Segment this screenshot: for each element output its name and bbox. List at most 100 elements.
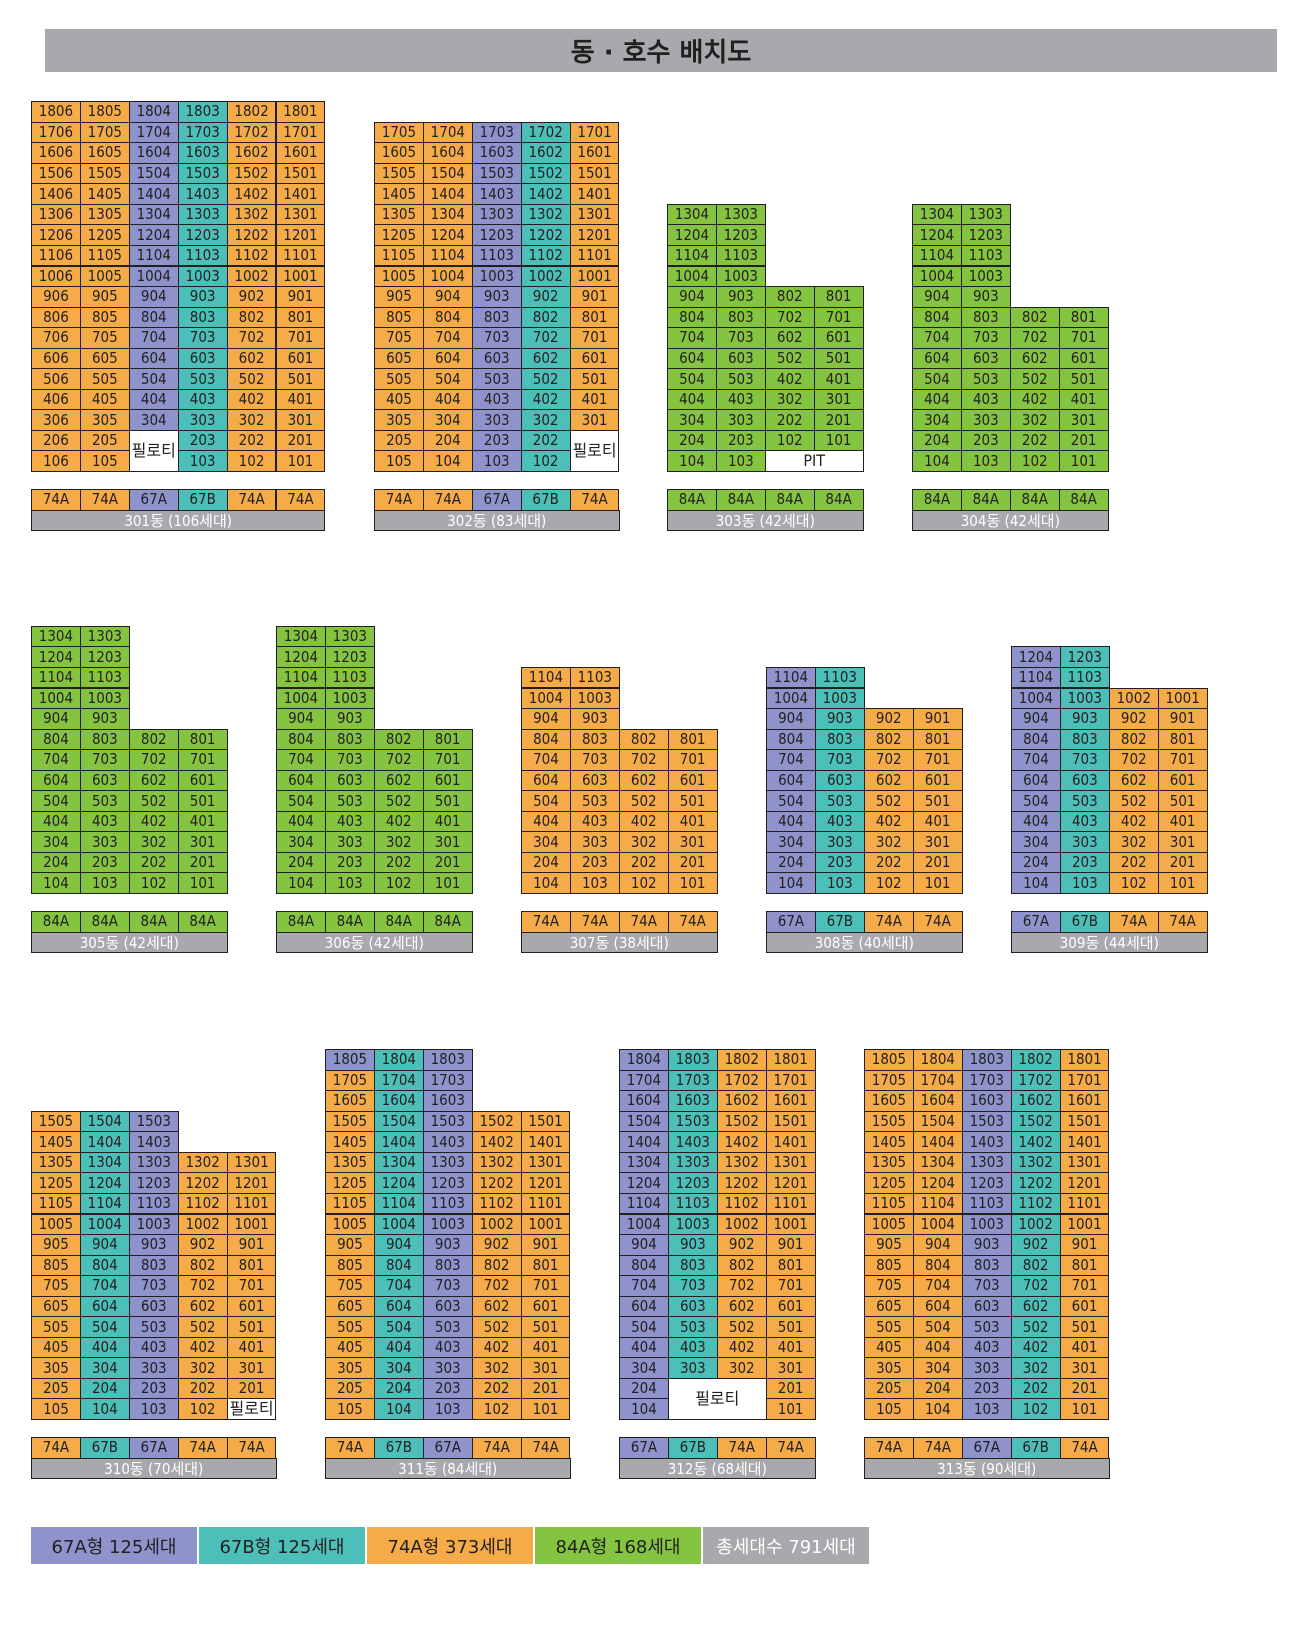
unit-cell: 1101 — [765, 1192, 816, 1215]
unit-type-cell: 67A — [422, 1437, 473, 1459]
unit-cell: 302 — [226, 409, 277, 431]
unit-cell: 402 — [1009, 388, 1060, 411]
unit-cell: 404 — [912, 1336, 963, 1359]
unit-type-cell: 67A — [128, 489, 179, 511]
unit-cell: 905 — [325, 1234, 375, 1256]
unit-cell: 704 — [667, 327, 717, 349]
unit-cell: 503 — [471, 368, 522, 390]
unit-cell: 204 — [521, 851, 571, 874]
unit-cell: 702 — [863, 749, 914, 771]
unit-cell: 604 — [912, 1295, 963, 1318]
unit-cell: 1104 — [373, 1192, 424, 1215]
unit-cell: 802 — [373, 728, 424, 751]
unit-cell: 101 — [275, 450, 326, 472]
unit-cell: 1303 — [667, 1151, 718, 1174]
unit-cell: 1504 — [422, 162, 473, 185]
unit-cell: 201 — [667, 851, 718, 874]
unit-cell: 1702 — [226, 121, 277, 144]
unit-cell: 905 — [79, 286, 130, 308]
unit-cell: 1402 — [226, 183, 277, 205]
unit-cell: 903 — [814, 708, 865, 730]
unit-cell: 603 — [79, 769, 130, 792]
unit-cell: 805 — [374, 306, 424, 329]
unit-cell: 103 — [814, 872, 865, 894]
unit-cell: 804 — [766, 728, 816, 751]
unit-cell: 302 — [618, 831, 669, 853]
unit-cell: 1501 — [765, 1110, 816, 1133]
unit-cell: 1202 — [471, 1172, 522, 1194]
unit-cell: 502 — [618, 790, 669, 812]
unit-cell: 403 — [961, 1336, 1012, 1359]
unit-cell: 801 — [765, 1254, 816, 1277]
unit-cell: 1204 — [912, 1172, 963, 1194]
unit-cell: 102 — [764, 429, 815, 452]
unit-cell: 803 — [715, 306, 766, 329]
unit-cell: 1504 — [619, 1110, 669, 1133]
unit-cell: 902 — [716, 1234, 767, 1256]
unit-cell: 1103 — [128, 1192, 179, 1215]
unit-cell: 302 — [1009, 409, 1060, 431]
unit-cell: 503 — [324, 790, 375, 812]
unit-cell: 301 — [275, 409, 326, 431]
unit-cell: 1602 — [1010, 1090, 1061, 1112]
unit-cell: 703 — [324, 749, 375, 771]
unit-cell: 303 — [324, 831, 375, 853]
unit-cell: 602 — [226, 347, 277, 370]
unit-cell: 604 — [912, 347, 962, 370]
unit-type-cell: 74A — [912, 1437, 963, 1459]
unit-cell: 402 — [373, 810, 424, 833]
unit-cell: 701 — [1059, 1275, 1110, 1297]
unit-cell: 1705 — [325, 1069, 375, 1092]
unit-cell: 1004 — [422, 265, 473, 288]
unit-cell: 401 — [765, 1336, 816, 1359]
unit-cell: 104 — [422, 450, 473, 472]
unit-cell: 1105 — [325, 1192, 375, 1215]
unit-cell: 1603 — [667, 1090, 718, 1112]
unit-cell: 201 — [912, 851, 963, 874]
unit-cell: 1404 — [79, 1131, 130, 1153]
unit-type-cell: 67B — [79, 1437, 130, 1459]
unit-type-cell: 74A — [1059, 1437, 1110, 1459]
unit-cell: 1002 — [520, 265, 571, 288]
unit-cell: 404 — [521, 810, 571, 833]
unit-cell: 1802 — [716, 1049, 767, 1071]
unit-type-cell: 74A — [1157, 911, 1208, 933]
unit-type-cell: 84A — [667, 489, 717, 511]
unit-type-cell: 84A — [912, 489, 962, 511]
unit-cell: 102 — [1010, 1398, 1061, 1420]
unit-cell: 503 — [961, 1316, 1012, 1338]
unit-cell: 105 — [325, 1398, 375, 1420]
unit-cell: 1504 — [373, 1110, 424, 1133]
unit-cell: 1505 — [325, 1110, 375, 1133]
unit-cell: 804 — [373, 1254, 424, 1277]
unit-cell: 502 — [764, 347, 815, 370]
unit-cell: 306 — [31, 409, 81, 431]
unit-cell: 203 — [715, 429, 766, 452]
unit-cell: 1402 — [716, 1131, 767, 1153]
unit-cell: 802 — [226, 306, 277, 329]
unit-cell: 1302 — [177, 1151, 228, 1174]
unit-cell: 1202 — [226, 224, 277, 246]
unit-cell: 602 — [128, 769, 179, 792]
unit-cell: 1305 — [31, 1151, 81, 1174]
unit-cell: 1803 — [961, 1049, 1012, 1071]
unit-cell: 1102 — [226, 244, 277, 267]
unit-cell: 704 — [128, 327, 179, 349]
unit-cell: 504 — [912, 1316, 963, 1338]
unit-type-cell: 74A — [422, 489, 473, 511]
unit-cell: 1003 — [569, 687, 620, 710]
unit-cell: 202 — [520, 429, 571, 452]
unit-cell: 901 — [1059, 1234, 1110, 1256]
unit-cell: 1201 — [226, 1172, 277, 1194]
unit-cell: 901 — [275, 286, 326, 308]
unit-cell: 304 — [79, 1357, 130, 1379]
unit-cell: 1204 — [619, 1172, 669, 1194]
unit-cell: 201 — [1059, 1377, 1110, 1400]
unit-cell: 405 — [325, 1336, 375, 1359]
unit-cell: 602 — [520, 347, 571, 370]
unit-cell: 901 — [520, 1234, 571, 1256]
unit-cell: 304 — [766, 831, 816, 853]
unit-cell: 801 — [569, 306, 620, 329]
unit-cell: 604 — [667, 347, 717, 370]
unit-cell: 501 — [275, 368, 326, 390]
